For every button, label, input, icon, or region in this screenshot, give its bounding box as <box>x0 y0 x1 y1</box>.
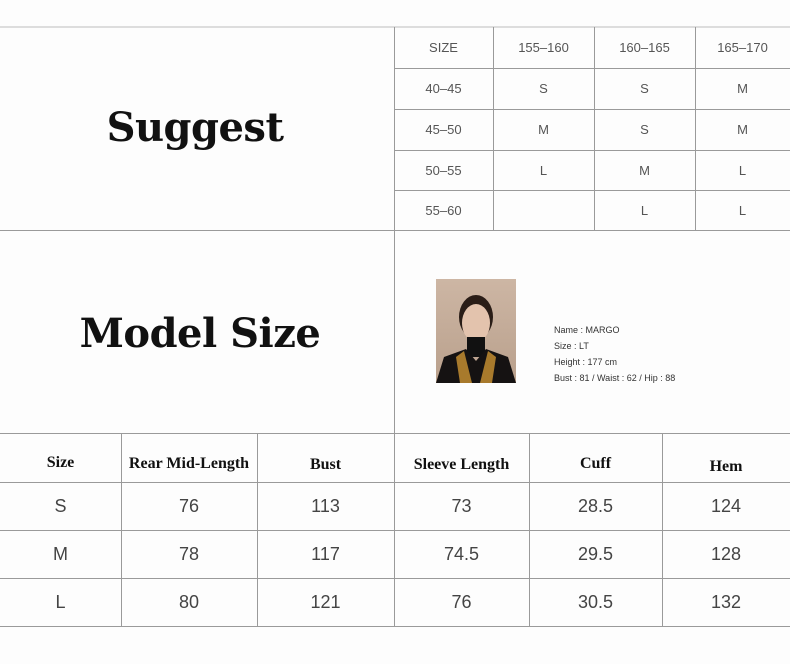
suggest-cell: L <box>640 202 649 218</box>
row-divider <box>0 433 790 434</box>
measure-cell: M <box>53 543 68 564</box>
suggest-cell: 40–45 <box>425 81 462 96</box>
measure-header-cell: Rear Mid-Length <box>128 455 250 472</box>
suggest-cell: 50–55 <box>425 162 462 178</box>
measure-cell: 80 <box>178 591 200 612</box>
model-size: Size : LT <box>554 341 589 351</box>
row-divider <box>0 578 790 579</box>
measure-header-cell: Cuff <box>579 455 612 472</box>
column-divider <box>257 433 258 626</box>
suggest-cell: S <box>640 122 649 137</box>
measure-cell: 76 <box>451 591 472 612</box>
model-photo <box>436 279 516 383</box>
measure-header-cell: Bust <box>309 456 342 473</box>
row-divider <box>394 68 790 69</box>
suggest-cell: L <box>738 162 747 178</box>
suggest-cell: 45–50 <box>425 122 462 137</box>
measure-cell: 30.5 <box>577 591 614 612</box>
measure-cell: 132 <box>710 591 742 612</box>
measure-cell: 73 <box>451 495 472 516</box>
row-divider <box>394 190 790 191</box>
suggest-header-cell: 165–170 <box>717 40 768 55</box>
measure-cell: 29.5 <box>577 543 614 564</box>
suggest-cell: 55–60 <box>425 202 462 218</box>
suggest-header-cell: 155–160 <box>518 40 569 55</box>
measure-header-cell: Sleeve Length <box>413 456 510 473</box>
suggest-cell: M <box>737 81 748 96</box>
row-divider <box>0 626 790 627</box>
measure-header-cell: Hem <box>709 458 743 475</box>
measure-cell: S <box>54 495 67 516</box>
measure-header-cell: Size <box>46 454 75 471</box>
column-divider <box>394 433 395 626</box>
model-height: Height : 177 cm <box>554 357 618 367</box>
column-divider <box>695 27 696 230</box>
section-divider <box>0 230 790 231</box>
row-divider <box>394 150 790 151</box>
suggest-cell: M <box>538 122 549 137</box>
row-divider <box>394 109 790 110</box>
row-divider <box>0 482 790 483</box>
top-divider <box>0 26 790 28</box>
suggest-header-cell: SIZE <box>429 40 458 55</box>
suggest-cell: S <box>539 81 548 96</box>
suggest-cell <box>493 190 594 230</box>
model-name: Name : MARGO <box>554 325 620 335</box>
suggest-title: Suggest <box>106 104 284 151</box>
suggest-cell: L <box>738 202 747 218</box>
measure-cell: 128 <box>710 543 742 564</box>
model-size-title: Model Size <box>79 310 321 357</box>
measure-cell: 28.5 <box>577 495 614 516</box>
suggest-cell: M <box>737 122 748 137</box>
column-divider <box>493 27 494 230</box>
measure-cell: 121 <box>310 591 341 612</box>
column-divider <box>594 27 595 230</box>
column-divider <box>529 433 530 626</box>
measure-cell: L <box>55 591 66 612</box>
column-divider <box>662 433 663 626</box>
measure-cell: 78 <box>178 543 200 564</box>
suggest-header-cell: 160–165 <box>619 40 670 55</box>
suggest-cell: S <box>640 81 649 96</box>
column-divider <box>121 433 122 626</box>
model-measurements: Bust : 81 / Waist : 62 / Hip : 88 <box>554 373 676 383</box>
measure-cell: 113 <box>311 495 340 516</box>
suggest-cell: M <box>639 162 650 178</box>
suggest-cell: L <box>539 162 548 178</box>
measure-cell: 74.5 <box>443 543 480 564</box>
measure-cell: 76 <box>178 495 200 516</box>
row-divider <box>0 530 790 531</box>
measure-cell: 124 <box>710 495 742 516</box>
measure-cell: 117 <box>311 543 340 564</box>
model-portrait-image <box>436 295 516 383</box>
